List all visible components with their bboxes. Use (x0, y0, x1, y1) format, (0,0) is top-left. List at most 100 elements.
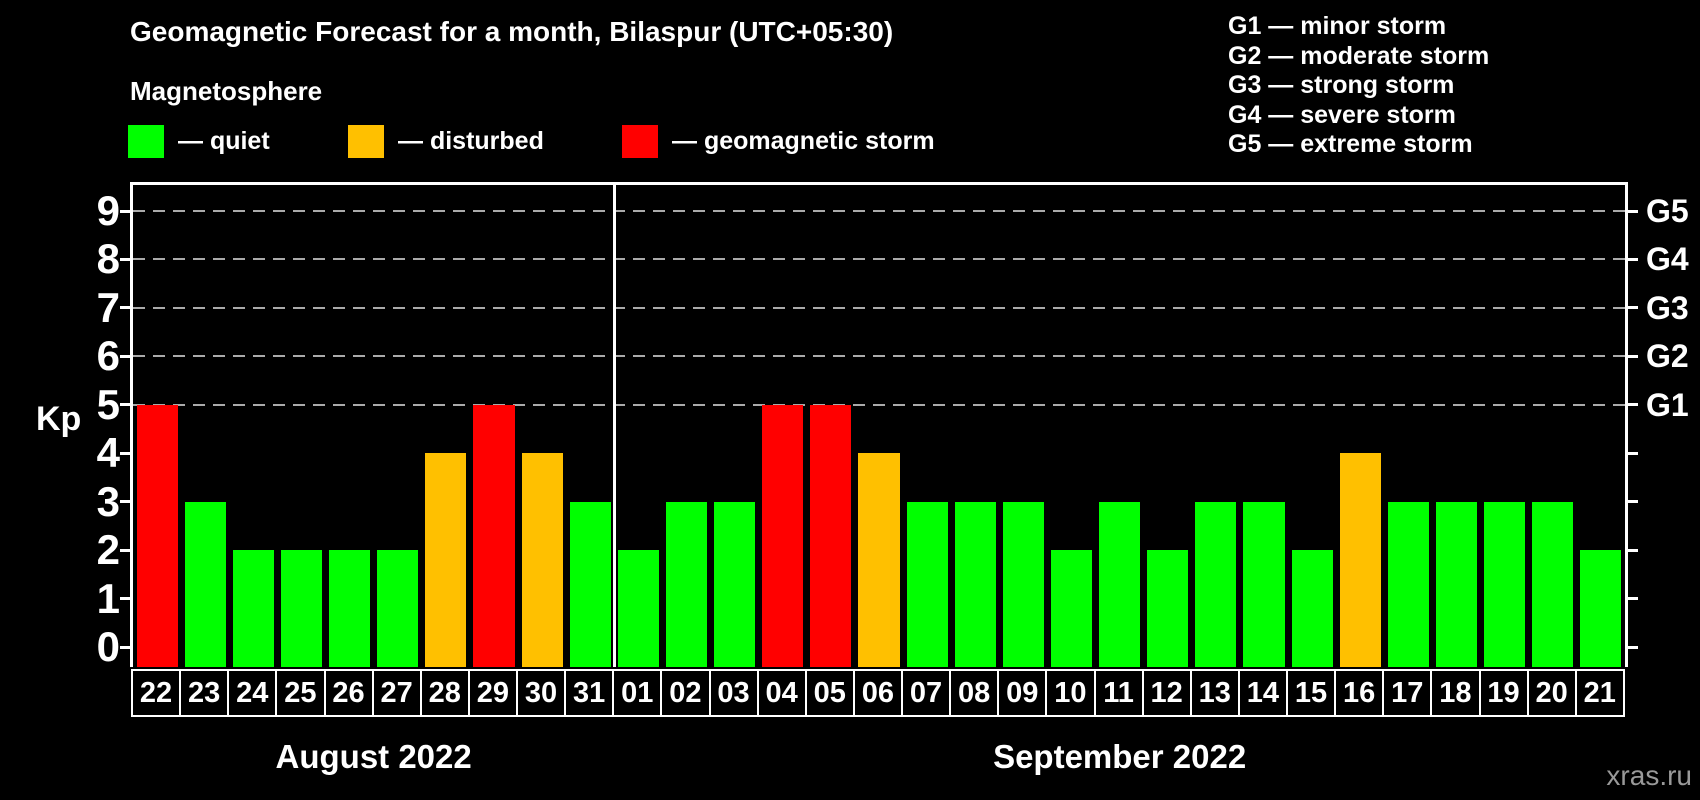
kp-bar-day-19 (1484, 501, 1526, 667)
day-label-08: 08 (951, 671, 1000, 715)
storm-legend-g5: G5 — extreme storm (1228, 130, 1473, 158)
kp-bar-day-14 (1243, 501, 1285, 667)
day-label-16: 16 (1336, 671, 1385, 715)
kp-bar-day-26 (329, 550, 371, 667)
gridline-kp6 (133, 355, 1625, 358)
day-label-21: 21 (1583, 677, 1616, 709)
storm-scale-legend: G1 — minor storm G2 — moderate storm G3 … (1228, 12, 1489, 160)
day-label-17: 17 (1384, 671, 1433, 715)
left-axis-tick-0 (120, 645, 130, 649)
y-tick-label-8: 8 (96, 235, 120, 283)
right-axis-tick-0 (1628, 645, 1638, 649)
g-level-label-g1: G1 (1646, 386, 1689, 423)
kp-bar-day-31 (569, 501, 611, 667)
day-labels-row: 22 23 24 25 26 27 28 29 30 31 01 02 03 04 05 06 07 08 09 10… (131, 669, 1625, 717)
day-label-19: 19 (1481, 671, 1529, 715)
storm-legend-g4: G4 — severe storm (1228, 100, 1456, 129)
day-label-15: 15 (1288, 671, 1337, 715)
kp-bar-day-09 (1002, 501, 1044, 667)
day-label-06: 06 (855, 671, 903, 715)
day-label-02: 02 (662, 671, 711, 715)
kp-bar-day-13 (1195, 501, 1237, 667)
g-level-label-g5: G5 (1646, 193, 1689, 230)
day-label-10: 10 (1047, 671, 1096, 715)
left-axis-tick-9 (120, 209, 130, 213)
day-label-14: 14 (1240, 671, 1288, 715)
g-level-label-g3: G3 (1646, 289, 1689, 326)
gridline-kp5 (133, 403, 1625, 406)
kp-bar-day-22 (136, 404, 178, 667)
day-label-18: 18 (1432, 671, 1481, 715)
kp-bar-day-08 (954, 501, 996, 667)
legend-item-disturbed: — disturbed (348, 122, 544, 160)
month-label: August 2022 (275, 738, 472, 775)
y-axis-title: Kp (36, 400, 82, 438)
y-tick-label-3: 3 (96, 477, 120, 525)
left-axis-tick-3 (120, 500, 130, 504)
kp-bar-day-03 (714, 501, 756, 667)
storm-color-swatch (622, 124, 658, 158)
day-label-24: 24 (229, 671, 278, 715)
day-label-07: 07 (903, 671, 952, 715)
day-label-04: 04 (759, 671, 807, 715)
right-axis-tick-3 (1628, 500, 1638, 504)
y-tick-label-9: 9 (96, 187, 120, 235)
storm-legend-g3: G3 — strong storm (1228, 71, 1455, 99)
day-label-13: 13 (1192, 671, 1240, 715)
quiet-color-swatch (128, 124, 164, 158)
kp-bar-day-05 (810, 404, 852, 667)
right-axis-tick-2 (1628, 548, 1638, 552)
watermark: xras.ru (1606, 760, 1692, 791)
gridline-kp7 (133, 306, 1625, 309)
day-label-29: 29 (470, 671, 518, 715)
disturbed-color-swatch (348, 124, 384, 158)
y-tick-label-6: 6 (96, 332, 120, 380)
kp-bar-day-27 (377, 550, 419, 667)
y-tick-label-5: 5 (96, 380, 120, 428)
y-tick-label-7: 7 (96, 283, 120, 331)
left-axis-tick-2 (120, 548, 130, 552)
legend-label-quiet: — quiet (178, 126, 270, 155)
kp-bar-day-10 (1050, 550, 1093, 667)
kp-bar-day-28 (425, 453, 467, 667)
day-label-31: 31 (566, 671, 615, 715)
kp-bar-day-29 (473, 404, 515, 667)
legend-item-quiet: — quiet (128, 122, 270, 160)
storm-legend-g1: G1 — minor storm (1228, 12, 1447, 40)
right-axis-tick-8 (1628, 257, 1638, 261)
day-label-05: 05 (807, 671, 855, 715)
day-label-11: 11 (1096, 671, 1144, 715)
day-label-28: 28 (422, 671, 470, 715)
day-label-23: 23 (181, 671, 230, 715)
left-axis-tick-1 (120, 597, 130, 601)
kp-bar-day-18 (1435, 501, 1478, 667)
day-label-20: 20 (1529, 671, 1577, 715)
right-axis-tick-4 (1628, 451, 1638, 455)
day-label-09: 09 (999, 671, 1048, 715)
left-axis-tick-4 (120, 451, 130, 455)
legend-label-disturbed: — disturbed (398, 126, 544, 155)
y-tick-label-0: 0 (96, 623, 120, 670)
day-label-12: 12 (1144, 671, 1192, 715)
day-label-22: 22 (133, 671, 182, 715)
month-label: September 2022 (993, 738, 1247, 775)
right-axis-tick-6 (1628, 354, 1638, 358)
left-axis-tick-5 (120, 403, 130, 407)
kp-bar-day-24 (232, 550, 274, 667)
day-label-25: 25 (277, 671, 326, 715)
kp-bar-day-12 (1147, 550, 1189, 667)
day-label-27: 27 (374, 671, 422, 715)
kp-bar-day-01 (617, 550, 659, 667)
kp-bar-day-16 (1339, 453, 1381, 667)
right-axis-tick-1 (1628, 597, 1638, 601)
kp-bar-day-20 (1532, 501, 1574, 667)
y-tick-label-4: 4 (96, 429, 120, 477)
storm-legend-g2: G2 — moderate storm (1228, 41, 1490, 70)
kp-bar-day-06 (858, 453, 900, 667)
right-axis-tick-5 (1628, 403, 1638, 407)
day-label-30: 30 (518, 671, 567, 715)
right-axis-tick-9 (1628, 209, 1638, 213)
gridline-kp9 (133, 210, 1625, 213)
